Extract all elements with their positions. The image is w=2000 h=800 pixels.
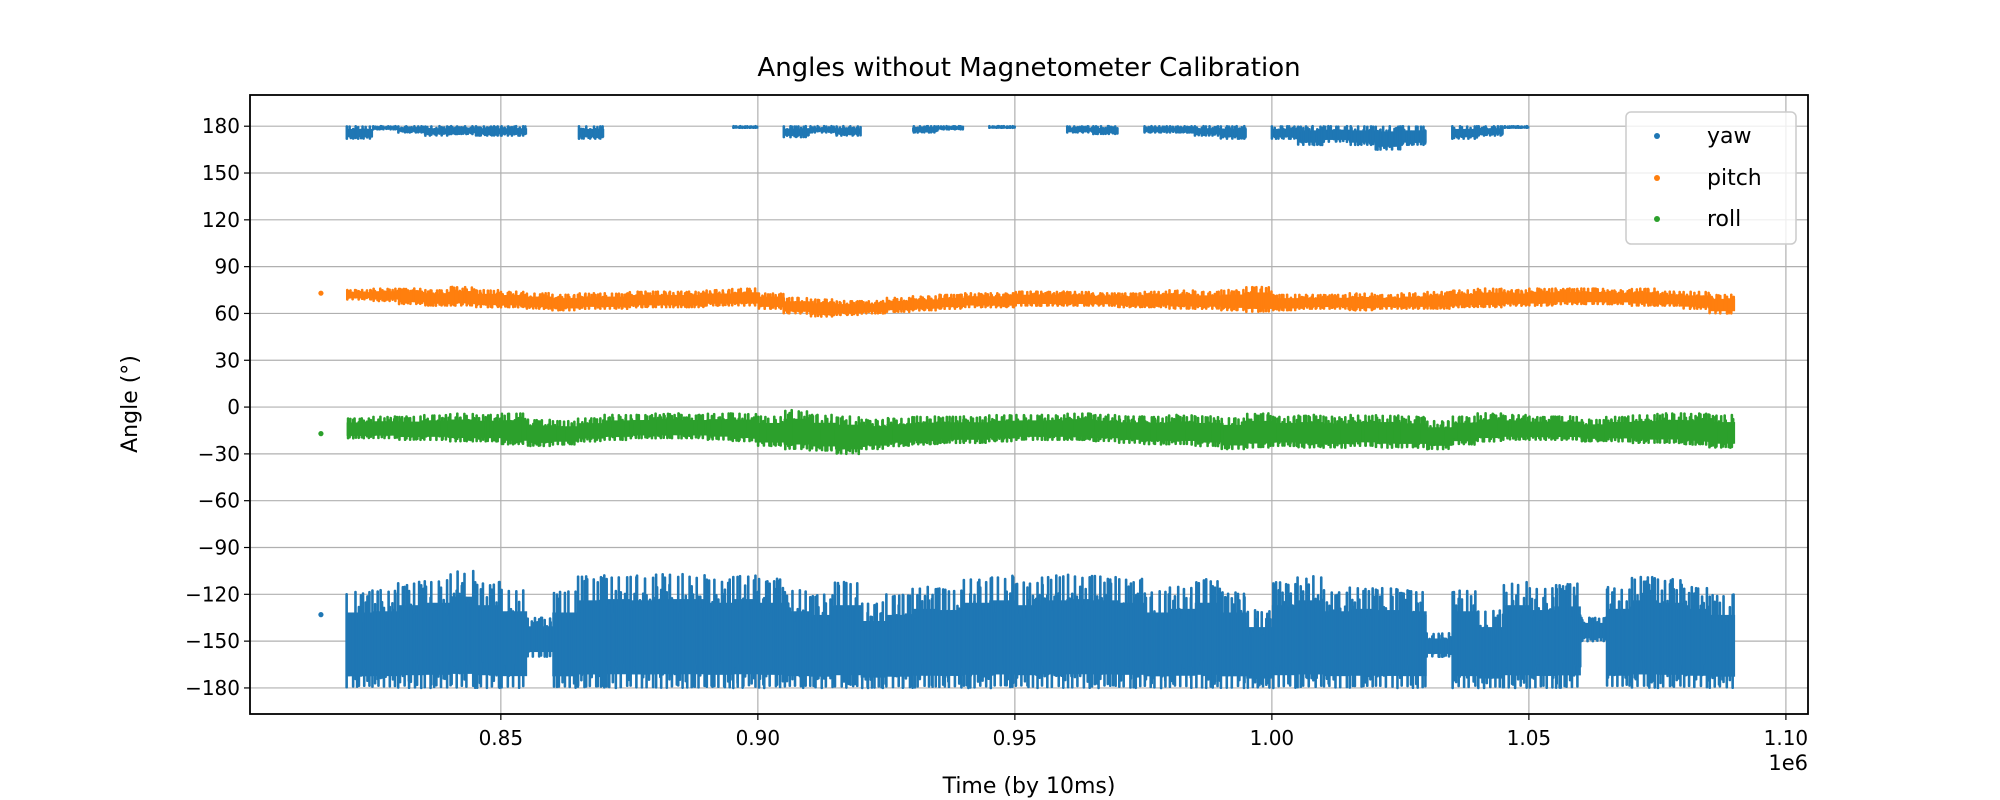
y-tick-label: 30 — [215, 348, 240, 372]
y-tick-label: 90 — [215, 255, 240, 279]
y-tick-label: −150 — [185, 629, 240, 653]
y-tick-label: −90 — [198, 536, 240, 560]
pitch-point — [318, 290, 324, 296]
x-tick-label: 0.85 — [479, 726, 524, 750]
y-tick-label: 60 — [215, 301, 240, 325]
x-tick-label: 0.90 — [736, 726, 781, 750]
y-tick-label: −30 — [198, 442, 240, 466]
y-tick-label: 120 — [202, 208, 240, 232]
series-pitch — [318, 285, 1736, 318]
legend-label-roll: roll — [1707, 207, 1741, 232]
y-tick-label: −60 — [198, 489, 240, 513]
series-roll — [318, 408, 1736, 456]
legend: yaw pitch roll — [1625, 111, 1797, 245]
x-tick-label: 1.00 — [1250, 726, 1295, 750]
yaw-point — [318, 612, 324, 618]
legend-frame — [1625, 111, 1797, 245]
axes-frame — [249, 94, 1809, 715]
pitch-band — [860, 303, 887, 312]
y-axis-label: Angle (°) — [118, 355, 143, 453]
y-tick-label: 150 — [202, 161, 240, 185]
roll-point — [318, 431, 324, 437]
legend-label-yaw: yaw — [1707, 124, 1752, 149]
x-axis-label: Time (by 10ms) — [942, 774, 1116, 799]
chart-title: Angles without Magnetometer Calibration — [757, 53, 1300, 83]
yaw-band — [346, 128, 373, 138]
legend-marker-pitch — [1654, 175, 1660, 181]
x-tick-label: 1.05 — [1507, 726, 1552, 750]
y-tick-label: 0 — [227, 395, 240, 419]
y-tick-label: −180 — [185, 676, 240, 700]
y-tick-label: −120 — [185, 582, 240, 606]
data-marks — [318, 124, 1736, 690]
axis-ticks: 0.85 0.90 0.95 1.00 1.05 1.10 180 150 120 90 60 30 0… — [185, 114, 1808, 750]
y-tick-label: 180 — [202, 114, 240, 138]
x-tick-label: 1.10 — [1764, 726, 1809, 750]
legend-label-pitch: pitch — [1707, 166, 1762, 191]
x-offset-label: 1e6 — [1768, 751, 1808, 775]
legend-marker-yaw — [1654, 133, 1660, 139]
legend-marker-roll — [1654, 216, 1660, 222]
series-yaw — [318, 124, 1736, 690]
x-tick-label: 0.95 — [993, 726, 1038, 750]
